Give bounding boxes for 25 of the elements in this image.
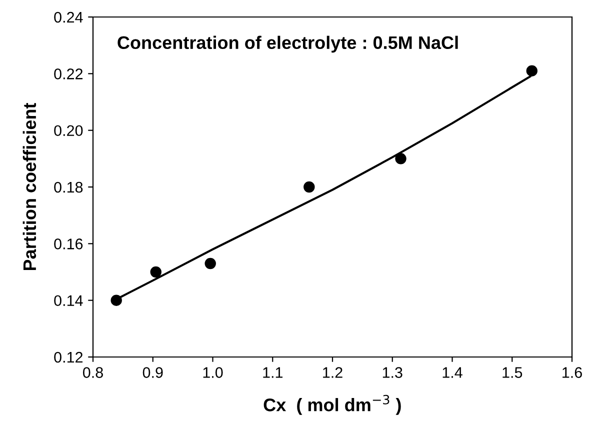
y-tick-label: 0.20 [54, 125, 83, 136]
y-tick-label: 0.18 [54, 182, 83, 193]
y-tick-label: 0.16 [54, 238, 83, 250]
point [395, 153, 406, 164]
x-tick-label: 0.9 [142, 367, 163, 378]
y-tick-label: 0.22 [54, 68, 83, 80]
x-tick-label: 1.3 [382, 367, 402, 378]
x-tick-label: 1.2 [323, 367, 342, 378]
x-tick-label: 1.0 [203, 367, 223, 378]
x-tick-label: 1.1 [263, 367, 282, 378]
x-tick-label: 0.8 [82, 367, 103, 378]
x-tick-label: 1.4 [442, 367, 462, 378]
x-tick-label: 1.5 [502, 367, 522, 378]
point [526, 65, 538, 76]
point [110, 294, 122, 306]
point [204, 258, 216, 270]
y-axis-title: Partition coefficient [22, 102, 36, 270]
point [150, 266, 162, 278]
x-axis-title: Cx ( mol dm$^{−3}$ ) [264, 394, 401, 415]
y-tick-label: 0.12 [54, 352, 83, 363]
y-tick-label: 0.14 [54, 295, 83, 306]
point [304, 181, 315, 193]
annotation: Concentration of electrolyte : 0.5M NaCl [118, 36, 458, 53]
y-tick-label: 0.24 [54, 12, 83, 23]
x-tick-label: 1.6 [562, 367, 582, 378]
